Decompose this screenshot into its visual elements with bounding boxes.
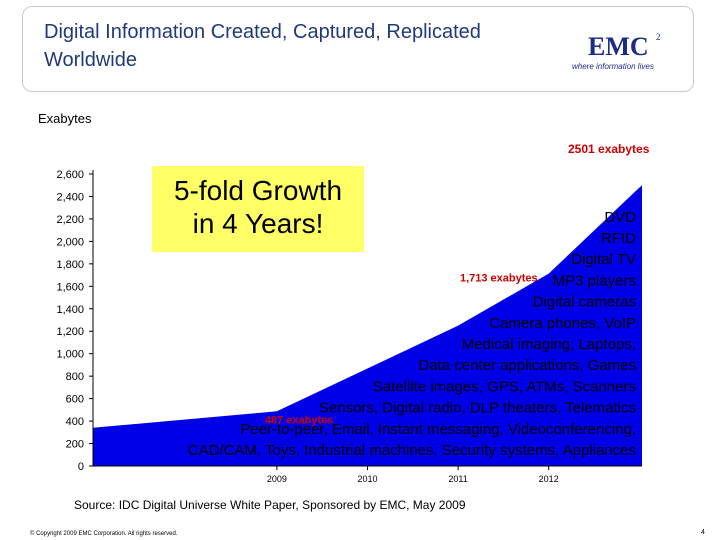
y-tick-label: 2,200 bbox=[56, 214, 84, 226]
area-series-digital-universe bbox=[93, 185, 642, 466]
page-number: 4 bbox=[701, 529, 705, 536]
growth-callout: 5-fold Growth in 4 Years! bbox=[152, 166, 364, 252]
source-item: Digital TV bbox=[571, 251, 636, 268]
growth-callout-line-2: in 4 Years! bbox=[192, 208, 324, 239]
source-item: MP3 players bbox=[553, 272, 636, 289]
emc-logo-tagline: where information lives bbox=[572, 62, 654, 71]
title-frame bbox=[22, 6, 694, 92]
y-tick-label: 2,600 bbox=[56, 169, 84, 181]
y-tick-label: 1,600 bbox=[56, 281, 84, 293]
growth-callout-line-1: 5-fold Growth bbox=[173, 175, 343, 206]
source-item: CAD/CAM, Toys, Industrial machines, Secu… bbox=[188, 442, 636, 459]
source-item: Data center applications, Games bbox=[418, 357, 636, 374]
x-tick-label: 2010 bbox=[357, 474, 377, 484]
x-tick-label: 2009 bbox=[267, 474, 287, 484]
x-tick-label: 2012 bbox=[539, 474, 559, 484]
y-tick-label: 1,800 bbox=[56, 259, 84, 271]
annotation-2501: 2501 exabytes bbox=[568, 142, 650, 156]
emc-logo-superscript: 2 bbox=[656, 32, 661, 42]
source-item: DVD bbox=[604, 209, 636, 226]
y-tick-label: 0 bbox=[78, 461, 84, 473]
source-item: Satellite images, GPS, ATMs, Scanners bbox=[373, 378, 636, 395]
y-tick-label: 1,000 bbox=[56, 349, 84, 361]
y-tick-label: 2,000 bbox=[56, 236, 84, 248]
source-item: Digital cameras bbox=[533, 294, 636, 311]
source-item: Medical imaging, Laptops, bbox=[462, 336, 636, 353]
y-tick-label: 600 bbox=[66, 394, 84, 406]
growth-callout-text: 5-fold Growth in 4 Years! bbox=[152, 174, 364, 240]
slide-title-line-2: Worldwide bbox=[44, 49, 137, 71]
emc-logo-word: EMC bbox=[588, 32, 649, 61]
copyright-note: © Copyright 2009 EMC Corporation. All ri… bbox=[30, 531, 178, 537]
x-tick-label: 2011 bbox=[448, 474, 467, 484]
source-item: Sensors, Digital radio, DLP theaters, Te… bbox=[319, 400, 636, 417]
source-item: Peer-to-peer, Email, Instant messaging, … bbox=[240, 421, 636, 438]
annotation-1713: 1,713 exabytes bbox=[460, 273, 538, 285]
y-tick-label: 400 bbox=[66, 416, 84, 428]
annotation-487: 487 exabytes bbox=[265, 414, 334, 426]
emc-logo: EMC 2 where information lives bbox=[572, 30, 672, 78]
source-item: Camera phones, VoIP bbox=[489, 315, 636, 332]
y-axis-unit-label: Exabytes bbox=[38, 111, 92, 126]
y-tick-label: 1,200 bbox=[56, 326, 84, 338]
y-tick-label: 800 bbox=[66, 371, 84, 383]
source-note: Source: IDC Digital Universe White Paper… bbox=[74, 498, 466, 512]
y-tick-label: 2,400 bbox=[56, 191, 84, 203]
y-tick-label: 200 bbox=[66, 439, 84, 451]
slide-title: Digital Information Created, Captured, R… bbox=[44, 18, 481, 74]
source-item: RFID bbox=[601, 230, 636, 247]
y-tick-label: 1,400 bbox=[56, 304, 84, 316]
slide-title-line-1: Digital Information Created, Captured, R… bbox=[44, 21, 481, 43]
